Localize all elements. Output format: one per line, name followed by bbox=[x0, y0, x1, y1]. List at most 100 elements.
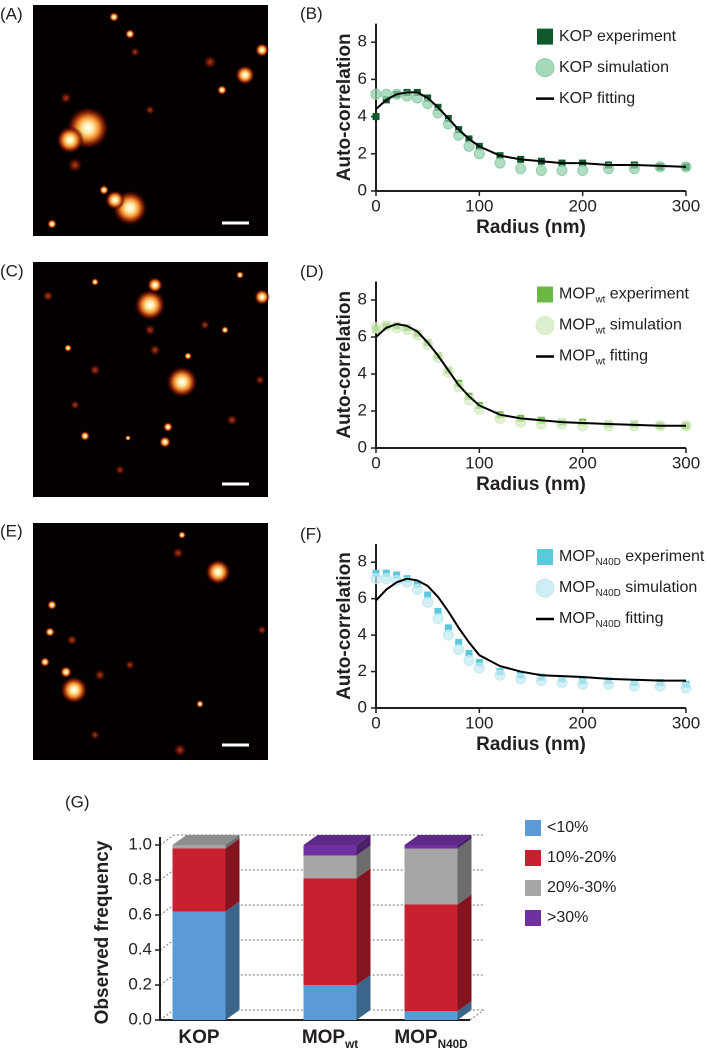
x-axis-title: Radius (nm) bbox=[476, 474, 586, 495]
bar-top bbox=[404, 835, 472, 845]
point bbox=[603, 420, 614, 432]
bar-side bbox=[356, 835, 371, 856]
point bbox=[603, 678, 614, 690]
x-tick-label-part: MOP bbox=[394, 1027, 438, 1048]
x-tick-label-part: MOP bbox=[302, 1027, 346, 1048]
bar-segment bbox=[303, 985, 357, 1020]
x-tick-label: 0 bbox=[371, 713, 380, 732]
image-a bbox=[33, 5, 269, 236]
y-axis-title: Auto-correlation bbox=[334, 291, 355, 439]
legend-marker bbox=[535, 578, 555, 598]
x-tick-label: KOP bbox=[178, 1027, 220, 1048]
fit-line bbox=[375, 91, 687, 168]
legend-label: MOPN40D simulation bbox=[559, 579, 697, 599]
y-tick-label: 8 bbox=[358, 32, 367, 51]
point bbox=[556, 418, 568, 430]
legend-label-part: wt bbox=[594, 295, 605, 306]
legend-marker bbox=[535, 58, 555, 78]
y-tick-label: 0.2 bbox=[128, 974, 152, 993]
point bbox=[577, 165, 589, 177]
legend-label: KOP fitting bbox=[559, 90, 635, 107]
point bbox=[411, 329, 423, 341]
point bbox=[453, 381, 465, 393]
point bbox=[370, 322, 382, 334]
panel-label: (F) bbox=[300, 524, 322, 543]
y-tick-label: 8 bbox=[358, 552, 367, 571]
point bbox=[442, 118, 454, 130]
bar-segment bbox=[404, 904, 458, 1012]
point bbox=[411, 584, 423, 596]
point bbox=[434, 607, 442, 615]
y-axis-title: Auto-correlation bbox=[334, 33, 355, 181]
y-tick-label: 1.0 bbox=[128, 834, 152, 853]
bar-segment bbox=[303, 855, 357, 879]
point bbox=[628, 163, 640, 175]
axes bbox=[375, 281, 686, 449]
floor-edge bbox=[469, 1009, 485, 1021]
legend-label-part: MOP bbox=[559, 348, 595, 365]
legend-label-part: fitting bbox=[621, 610, 664, 627]
point bbox=[556, 165, 568, 177]
axes bbox=[375, 23, 686, 192]
point bbox=[603, 163, 614, 175]
axes bbox=[375, 544, 686, 709]
y-tick-label: 0 bbox=[358, 180, 367, 199]
y-tick-label: 4 bbox=[358, 106, 367, 125]
point bbox=[432, 613, 444, 625]
legend-marker bbox=[537, 549, 553, 565]
point bbox=[442, 629, 454, 641]
y-tick-label: 6 bbox=[358, 588, 367, 607]
panel-label: (E) bbox=[0, 521, 23, 540]
bar-side bbox=[457, 835, 472, 849]
point bbox=[444, 624, 452, 632]
legend-label-part: wt bbox=[594, 357, 605, 368]
y-tick-label: 0 bbox=[358, 437, 367, 456]
legend-label-part: N40D bbox=[595, 557, 620, 568]
panel-label: (B) bbox=[300, 4, 323, 23]
point bbox=[372, 113, 380, 121]
y-tick-label: 4 bbox=[358, 625, 367, 644]
point bbox=[680, 682, 692, 694]
legend-label: KOP simulation bbox=[559, 59, 669, 76]
bar-top bbox=[303, 835, 371, 845]
grid-line bbox=[159, 834, 484, 846]
x-tick-label: 200 bbox=[568, 196, 596, 215]
x-tick-label: 200 bbox=[568, 453, 596, 472]
legend-marker bbox=[535, 316, 555, 335]
legend-marker bbox=[525, 880, 541, 896]
y-tick-label: 6 bbox=[358, 69, 367, 88]
legend-label-part: MOP bbox=[559, 286, 595, 303]
panel-label: (C) bbox=[0, 261, 24, 280]
x-axis-title: Radius (nm) bbox=[476, 217, 586, 238]
legend-label: MOPwt fitting bbox=[559, 348, 648, 368]
point bbox=[432, 107, 444, 119]
y-tick-label: 0.8 bbox=[128, 869, 152, 888]
x-tick-label-part: N40D bbox=[438, 1038, 468, 1051]
x-axis-title: Radius (nm) bbox=[476, 734, 586, 755]
y-tick-label: 2 bbox=[358, 143, 367, 162]
bar-segment bbox=[303, 845, 357, 856]
point bbox=[515, 163, 527, 175]
bar-segment bbox=[303, 878, 357, 985]
bar-segment bbox=[172, 911, 226, 1020]
legend-label-part: MOP bbox=[559, 317, 595, 334]
legend-label-part: MOP bbox=[559, 548, 595, 565]
legend-label-part: wt bbox=[594, 326, 605, 337]
x-tick-label: MOPN40D bbox=[394, 1027, 467, 1051]
panel-label: (G) bbox=[65, 792, 90, 811]
bar-side bbox=[225, 901, 240, 1020]
point bbox=[465, 649, 473, 657]
legend-label: 10%-20% bbox=[547, 849, 616, 866]
bar-top bbox=[172, 835, 240, 845]
y-tick-label: 0.6 bbox=[128, 904, 152, 923]
y-tick-label: 0 bbox=[358, 697, 367, 716]
legend-label-part: N40D bbox=[595, 588, 620, 599]
bar-segment bbox=[404, 848, 458, 905]
legend-label-part: N40D bbox=[595, 619, 620, 630]
bar-side bbox=[457, 838, 472, 905]
point bbox=[577, 678, 589, 690]
bar-segment bbox=[404, 1011, 458, 1020]
point bbox=[494, 669, 506, 681]
point bbox=[453, 644, 465, 656]
legend-marker bbox=[525, 910, 541, 926]
